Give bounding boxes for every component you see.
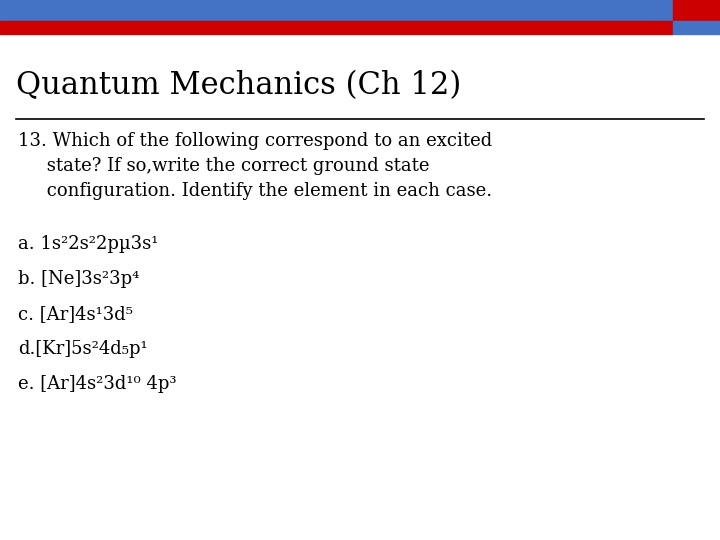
Text: a. 1s²2s²2pµ3s¹: a. 1s²2s²2pµ3s¹ — [18, 235, 158, 253]
Text: Quantum Mechanics (Ch 12): Quantum Mechanics (Ch 12) — [16, 70, 461, 101]
Text: 13. Which of the following correspond to an excited
     state? If so,write the : 13. Which of the following correspond to… — [18, 132, 492, 200]
Text: d.[Kr]5s²4d₅p¹: d.[Kr]5s²4d₅p¹ — [18, 340, 148, 358]
Text: e. [Ar]4s²3d¹⁰ 4p³: e. [Ar]4s²3d¹⁰ 4p³ — [18, 375, 176, 393]
Text: b. [Ne]3s²3p⁴: b. [Ne]3s²3p⁴ — [18, 270, 140, 288]
Text: c. [Ar]4s¹3d⁵: c. [Ar]4s¹3d⁵ — [18, 305, 133, 323]
